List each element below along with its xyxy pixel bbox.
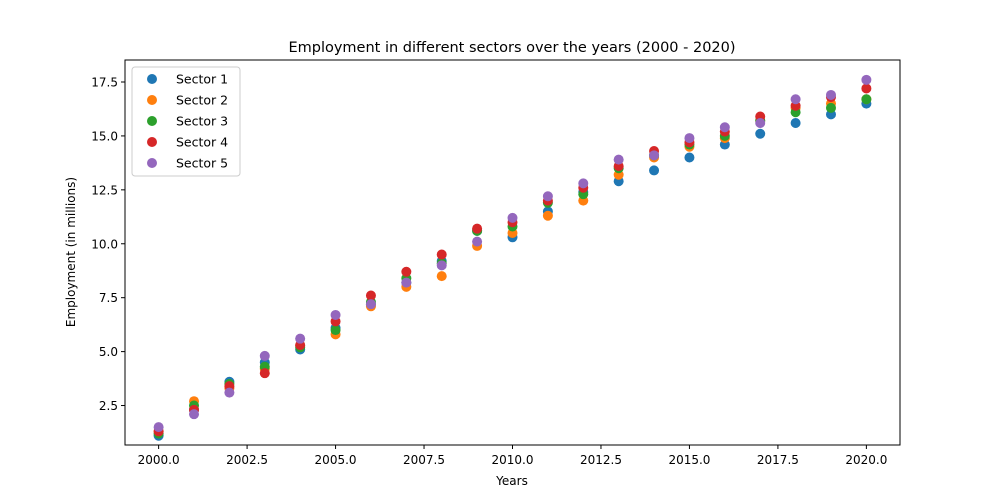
x-tick-label: 2005.0 <box>315 453 357 467</box>
data-point-sector-1 <box>755 128 766 139</box>
legend-marker <box>147 95 157 105</box>
data-point-sector-2 <box>436 271 447 282</box>
x-tick-label: 2017.5 <box>757 453 799 467</box>
data-point-sector-5 <box>578 178 589 189</box>
data-point-sector-5 <box>507 212 518 223</box>
data-point-sector-5 <box>861 74 872 85</box>
legend-label: Sector 5 <box>176 156 228 171</box>
x-axis-label: Years <box>495 474 528 488</box>
data-point-sector-5 <box>719 122 730 133</box>
data-point-sector-1 <box>684 152 695 163</box>
data-point-sector-4 <box>259 368 270 379</box>
data-point-sector-3 <box>330 325 341 336</box>
data-point-sector-5 <box>330 309 341 320</box>
legend-label: Sector 3 <box>176 114 228 129</box>
chart-title: Employment in different sectors over the… <box>288 40 735 56</box>
data-point-sector-4 <box>472 223 483 234</box>
x-tick-label: 2002.5 <box>226 453 268 467</box>
data-point-sector-5 <box>401 277 412 288</box>
data-point-sector-4 <box>861 83 872 94</box>
data-point-sector-3 <box>861 94 872 105</box>
legend-label: Sector 2 <box>176 93 228 108</box>
y-tick-label: 2.5 <box>99 399 118 413</box>
data-point-sector-5 <box>189 409 200 420</box>
legend-frame <box>131 66 241 177</box>
y-tick-label: 5.0 <box>99 345 118 359</box>
y-tick-label: 10.0 <box>91 237 118 251</box>
x-tick-label: 2000.0 <box>138 453 180 467</box>
data-point-sector-5 <box>542 191 553 202</box>
data-point-sector-5 <box>472 236 483 247</box>
data-points-layer <box>153 74 872 441</box>
legend-marker <box>147 137 157 147</box>
x-tick-label: 2007.5 <box>403 453 445 467</box>
data-point-sector-5 <box>295 333 306 344</box>
y-tick-label: 17.5 <box>91 76 118 90</box>
y-tick-label: 12.5 <box>91 183 118 197</box>
data-point-sector-4 <box>401 266 412 277</box>
data-point-sector-5 <box>755 117 766 128</box>
data-point-sector-5 <box>613 154 624 165</box>
data-point-sector-5 <box>153 422 164 433</box>
data-point-sector-1 <box>790 117 801 128</box>
y-tick-label: 15.0 <box>91 129 118 143</box>
data-point-sector-5 <box>259 350 270 361</box>
legend-marker <box>147 158 157 168</box>
legend-label: Sector 1 <box>176 72 228 87</box>
x-tick-label: 2010.0 <box>492 453 534 467</box>
legend: Sector 1 Sector 2 Sector 3 Sector 4 Sector 5 <box>131 66 241 177</box>
data-point-sector-2 <box>542 210 553 221</box>
legend-marker <box>147 116 157 126</box>
plot-area-frame <box>124 59 901 446</box>
y-tick-label: 7.5 <box>99 291 118 305</box>
data-point-sector-3 <box>825 102 836 113</box>
data-point-sector-4 <box>436 249 447 260</box>
x-tick-label: 2012.5 <box>580 453 622 467</box>
data-point-sector-1 <box>649 165 660 176</box>
legend-marker <box>147 74 157 84</box>
data-point-sector-5 <box>365 299 376 310</box>
legend-label: Sector 4 <box>176 135 228 150</box>
data-point-sector-5 <box>790 94 801 105</box>
data-point-sector-5 <box>436 260 447 271</box>
data-point-sector-5 <box>224 387 235 398</box>
data-point-sector-5 <box>825 89 836 100</box>
data-point-sector-5 <box>684 133 695 144</box>
x-tick-label: 2015.0 <box>668 453 710 467</box>
data-point-sector-4 <box>365 290 376 301</box>
y-axis-label: Employment (in millions) <box>64 177 78 327</box>
x-tick-label: 2020.0 <box>845 453 887 467</box>
axis-ticks-layer: 2000.0 2002.5 2005.0 2007.5 2010.0 2012.5 2015… <box>91 76 887 468</box>
data-point-sector-5 <box>649 150 660 161</box>
